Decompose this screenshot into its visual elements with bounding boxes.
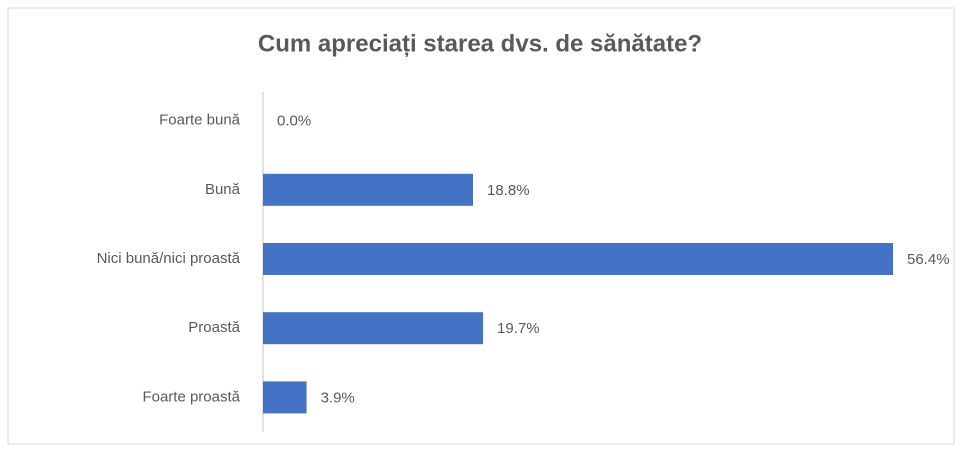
category-label: Foarte proastă xyxy=(142,388,240,405)
value-label: 19.7% xyxy=(497,320,540,337)
chart-frame xyxy=(7,7,955,445)
bar xyxy=(263,243,893,275)
value-label: 18.8% xyxy=(487,182,530,199)
category-label: Foarte bună xyxy=(159,112,241,129)
value-label: 0.0% xyxy=(277,113,311,130)
value-label: 3.9% xyxy=(321,389,355,406)
category-label: Proastă xyxy=(188,319,240,336)
category-label: Nici bună/nici proastă xyxy=(97,250,241,267)
bar xyxy=(263,312,484,345)
bar xyxy=(263,173,473,206)
value-label: 56.4% xyxy=(907,251,950,268)
bar xyxy=(263,381,307,414)
category-label: Bună xyxy=(205,181,241,198)
chart-title: Cum apreciați starea dvs. de sănătate? xyxy=(258,30,702,57)
